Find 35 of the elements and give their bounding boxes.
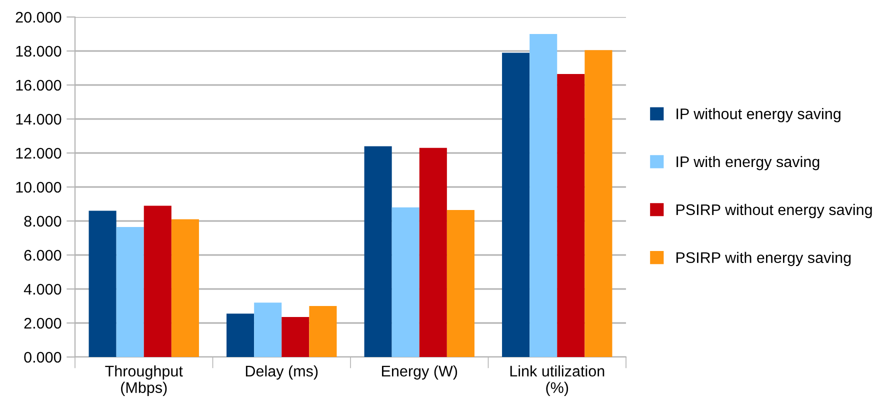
bar: [144, 206, 172, 357]
bar: [364, 146, 392, 357]
bar: [530, 34, 558, 357]
y-tick-label: 12.000: [16, 148, 62, 159]
x-tick-label: Throughput (Mbps): [105, 365, 183, 396]
bar: [309, 306, 337, 357]
y-tick-label: 14.000: [16, 114, 62, 125]
y-tick-label: 10.000: [16, 182, 62, 193]
bar: [419, 148, 447, 357]
y-tick-label: 18.000: [16, 46, 62, 57]
y-tick-label: 0.000: [24, 352, 62, 363]
bar: [446, 210, 474, 357]
bar: [254, 302, 282, 357]
bar: [282, 317, 310, 357]
x-tick-label: Delay (ms): [246, 365, 318, 380]
legend-label: PSIRP without energy saving: [676, 204, 872, 218]
bar: [171, 219, 199, 357]
legend-label: IP without energy saving: [676, 108, 840, 122]
x-tick-label: Link utilization (%): [510, 365, 604, 396]
bar: [584, 50, 612, 357]
bar: [88, 210, 116, 357]
y-tick-label: 8.000: [24, 216, 62, 227]
y-tick-label: 16.000: [16, 80, 62, 91]
y-tick-label: 4.000: [24, 284, 62, 295]
bar: [116, 226, 144, 357]
y-tick-label: 2.000: [24, 318, 62, 329]
bar: [557, 74, 585, 357]
y-tick-label: 20.000: [16, 12, 62, 23]
y-tick-label: 6.000: [24, 250, 62, 261]
bar: [502, 52, 530, 357]
bar: [226, 314, 254, 357]
x-tick-label: Energy (W): [382, 365, 458, 380]
bar: [392, 207, 420, 357]
legend-label: PSIRP with energy saving: [676, 252, 851, 266]
legend-label: IP with energy saving: [676, 156, 820, 170]
